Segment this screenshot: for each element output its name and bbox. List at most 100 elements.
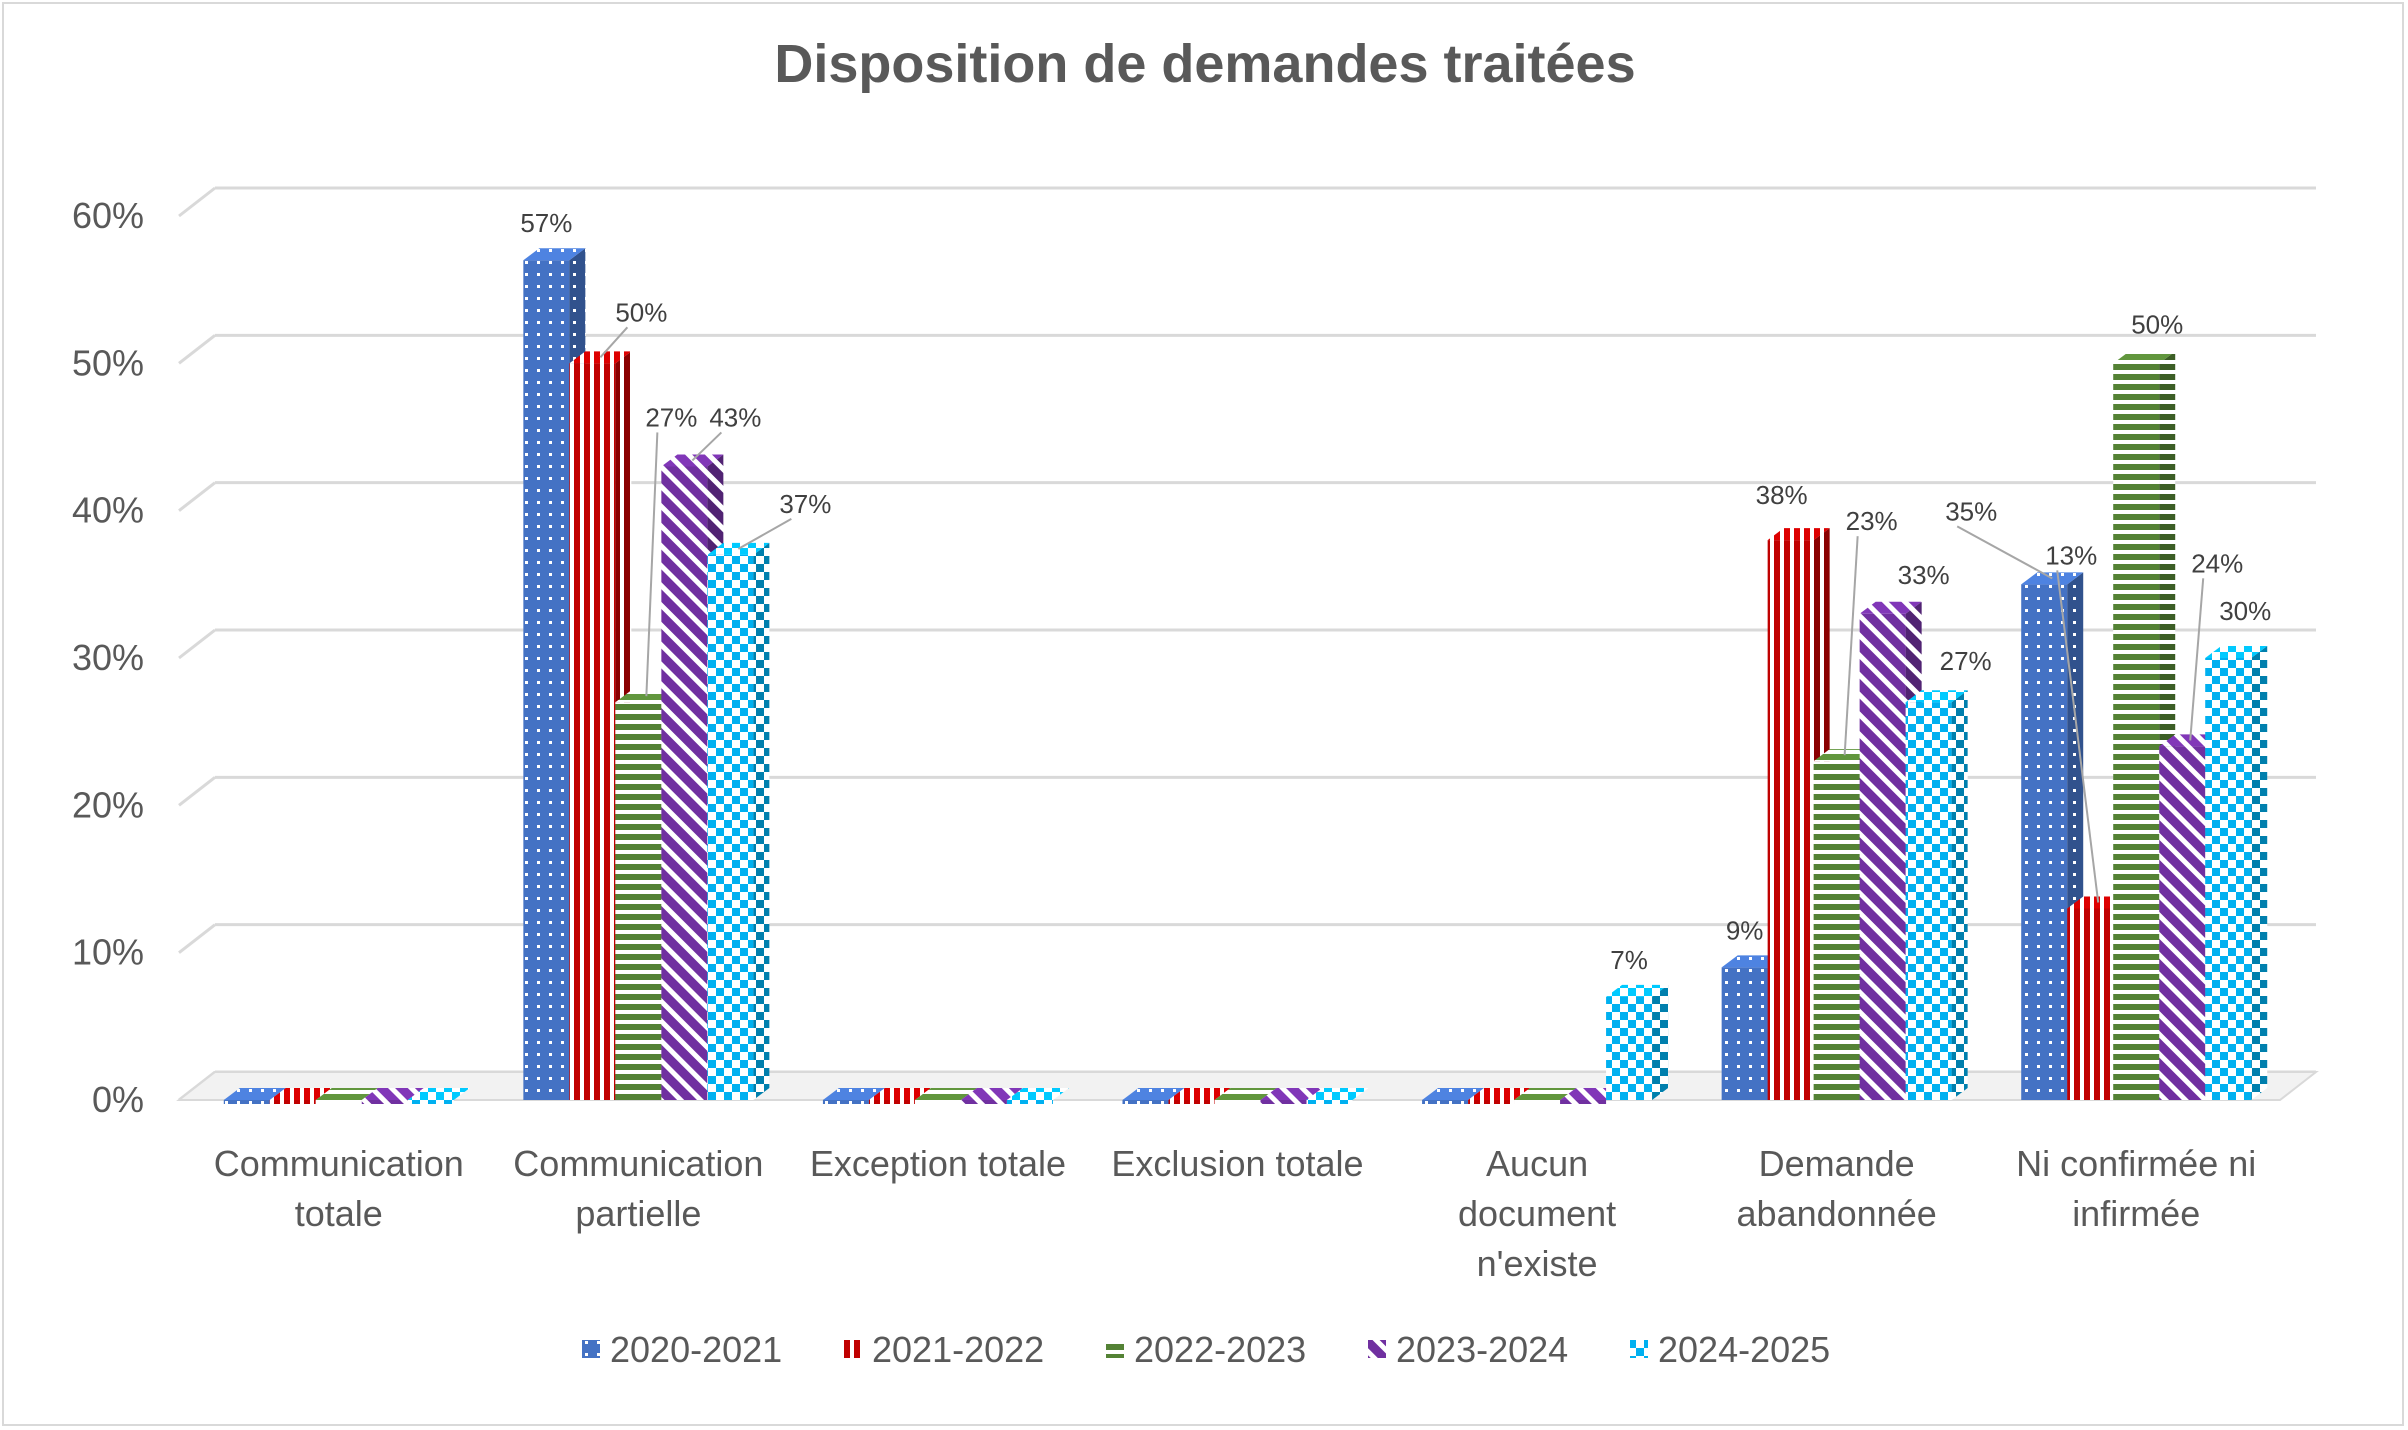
bar-front bbox=[868, 1100, 915, 1104]
bar bbox=[2205, 646, 2268, 1100]
bar-top bbox=[2205, 646, 2268, 658]
category-label: Demande bbox=[1759, 1143, 1915, 1184]
legend-item: 2023-2024 bbox=[1368, 1329, 1568, 1370]
bar-side bbox=[1652, 984, 1669, 1100]
data-label: 50% bbox=[615, 297, 667, 327]
category-label: infirmée bbox=[2072, 1193, 2200, 1234]
legend-label: 2022-2023 bbox=[1134, 1329, 1306, 1370]
data-label: 23% bbox=[1846, 506, 1898, 536]
bar bbox=[707, 542, 770, 1100]
bar-top bbox=[407, 1088, 470, 1100]
bar-front bbox=[2205, 658, 2252, 1100]
bar bbox=[1260, 1088, 1323, 1104]
legend-swatch bbox=[844, 1340, 862, 1358]
leader-line bbox=[691, 431, 723, 462]
bar-top bbox=[1606, 984, 1669, 997]
bar-front bbox=[960, 1100, 1007, 1104]
bar bbox=[1514, 1088, 1577, 1104]
bar-chart: Disposition de demandes traitées 0% 10% 20… bbox=[72, 34, 2319, 1370]
leader-lines bbox=[599, 326, 2205, 903]
bar-front bbox=[2159, 746, 2206, 1100]
legend-label: 2024-2025 bbox=[1658, 1329, 1830, 1370]
chart-title: Disposition de demandes traitées bbox=[774, 34, 1635, 94]
bar-front bbox=[661, 466, 708, 1100]
data-label: 43% bbox=[709, 402, 761, 432]
data-label: 35% bbox=[1945, 496, 1997, 526]
legend-item: 2021-2022 bbox=[844, 1329, 1044, 1370]
bar-front bbox=[1006, 1100, 1053, 1104]
data-label: 9% bbox=[1726, 915, 1764, 945]
bar-front bbox=[1859, 613, 1906, 1100]
gridline-depth bbox=[178, 186, 216, 218]
bar-top bbox=[1859, 601, 1922, 614]
legend-swatch bbox=[1106, 1340, 1124, 1358]
bar bbox=[1122, 1088, 1185, 1104]
bar-front bbox=[1168, 1100, 1215, 1104]
bar-front bbox=[569, 363, 616, 1100]
gridline-depth bbox=[178, 481, 216, 512]
gridline-depth bbox=[178, 923, 216, 954]
category-label: Communication bbox=[513, 1143, 763, 1184]
bar-front bbox=[1422, 1100, 1469, 1104]
bar-top bbox=[1122, 1088, 1185, 1100]
bar bbox=[1606, 984, 1669, 1100]
bar-top bbox=[361, 1088, 424, 1100]
data-label: 50% bbox=[2131, 309, 2183, 339]
bar-front bbox=[1214, 1100, 1261, 1104]
legend-swatch bbox=[1368, 1340, 1386, 1358]
data-label: 33% bbox=[1898, 560, 1950, 590]
legend-item: 2022-2023 bbox=[1106, 1329, 1306, 1370]
bar-front bbox=[2021, 584, 2068, 1100]
bar-front bbox=[1905, 702, 1952, 1100]
bar bbox=[1006, 1088, 1069, 1104]
bar-front bbox=[1606, 996, 1653, 1100]
bar-side bbox=[1951, 690, 1968, 1100]
bar-front bbox=[223, 1100, 270, 1104]
leader-line bbox=[645, 432, 659, 697]
legend-swatch bbox=[582, 1340, 600, 1358]
y-tick-label: 10% bbox=[72, 932, 144, 973]
bars bbox=[223, 248, 2268, 1104]
category-label: Aucun bbox=[1486, 1143, 1588, 1184]
bar bbox=[269, 1088, 332, 1104]
bar-front bbox=[315, 1100, 362, 1104]
bar-side bbox=[2251, 646, 2268, 1100]
leader-line bbox=[2056, 570, 2100, 903]
bar bbox=[822, 1088, 885, 1104]
data-label: 30% bbox=[2219, 596, 2271, 626]
y-tick-label: 40% bbox=[72, 490, 144, 531]
y-tick-label: 0% bbox=[92, 1079, 144, 1120]
bar-side bbox=[753, 542, 770, 1100]
bar-top bbox=[1006, 1088, 1069, 1100]
bar-top bbox=[1214, 1088, 1277, 1100]
gridline-depth bbox=[178, 334, 216, 365]
leader-line bbox=[1956, 525, 2053, 580]
bar-front bbox=[269, 1100, 316, 1104]
bar-top bbox=[1260, 1088, 1323, 1100]
y-tick-label: 50% bbox=[72, 342, 144, 383]
legend-label: 2023-2024 bbox=[1396, 1329, 1568, 1370]
bar-front bbox=[1560, 1100, 1607, 1104]
legend-item: 2020-2021 bbox=[582, 1329, 782, 1370]
bar bbox=[1468, 1088, 1531, 1104]
bar-top bbox=[1767, 528, 1830, 541]
leader-line bbox=[2189, 578, 2205, 741]
bar-top bbox=[1468, 1088, 1531, 1100]
bar-front bbox=[1813, 761, 1860, 1100]
bar bbox=[1168, 1088, 1231, 1104]
leader-line bbox=[737, 517, 792, 550]
gridlines bbox=[176, 186, 2319, 1102]
data-label: 37% bbox=[779, 489, 831, 519]
bar-front bbox=[1468, 1100, 1515, 1104]
bar bbox=[2113, 351, 2176, 1100]
bar-front bbox=[2067, 908, 2114, 1100]
bar-front bbox=[707, 554, 754, 1100]
category-label: Communication bbox=[214, 1143, 464, 1184]
bar-front bbox=[361, 1100, 408, 1104]
data-label: 38% bbox=[1756, 480, 1808, 510]
bar bbox=[1422, 1088, 1485, 1104]
bar-top bbox=[1306, 1088, 1369, 1100]
gridline-depth bbox=[178, 628, 216, 660]
category-label: Ni confirmée ni bbox=[2016, 1143, 2256, 1184]
